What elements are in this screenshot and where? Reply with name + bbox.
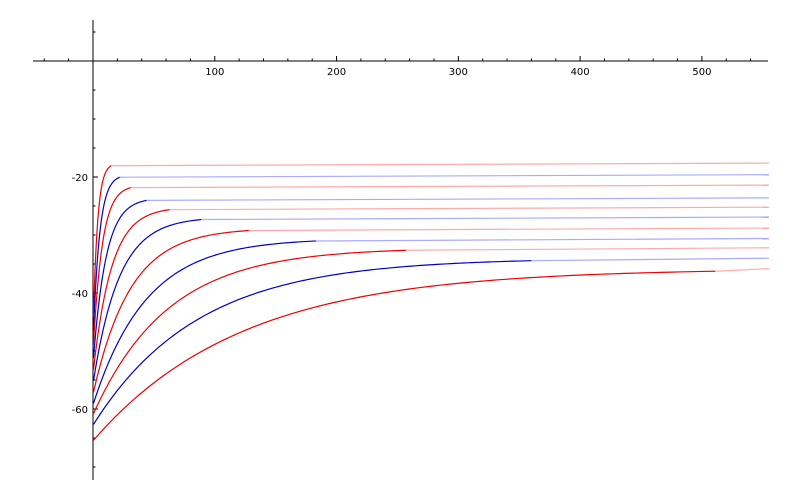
x-tick-label: 300 xyxy=(449,67,468,78)
series-lines xyxy=(92,162,769,441)
series-plateau-1 xyxy=(111,162,769,167)
series-plateau-10 xyxy=(531,257,769,262)
series-plateau-7 xyxy=(248,227,769,232)
series-curve-2 xyxy=(92,176,121,332)
series-plateau-9 xyxy=(405,247,769,251)
ticks: 100 200 300 400 500 -20 -40 -60 xyxy=(43,31,752,468)
series-plateau-3 xyxy=(130,184,769,189)
series-curve-7 xyxy=(92,229,249,393)
y-tick-label: -40 xyxy=(72,289,88,300)
series-plateau-2 xyxy=(119,174,769,178)
x-tick-label: 200 xyxy=(327,67,346,78)
axes xyxy=(33,20,768,480)
x-tick-label: 100 xyxy=(205,67,224,78)
series-plateau-11 xyxy=(715,268,769,272)
series-curve-5 xyxy=(92,209,170,370)
series-plateau-8 xyxy=(315,237,769,242)
y-tick-label: -60 xyxy=(72,405,88,416)
series-curve-10 xyxy=(92,260,532,425)
series-plateau-6 xyxy=(201,216,769,221)
series-curve-8 xyxy=(92,240,316,404)
series-plateau-4 xyxy=(146,197,769,201)
x-tick-label: 500 xyxy=(692,67,711,78)
series-curve-11 xyxy=(93,270,716,441)
series-curve-3 xyxy=(92,187,131,346)
x-tick-label: 400 xyxy=(571,67,590,78)
y-tick-label: -20 xyxy=(72,173,88,184)
series-curve-1 xyxy=(92,165,112,317)
series-plateau-5 xyxy=(169,206,769,211)
series-curve-4 xyxy=(92,199,147,359)
series-curve-6 xyxy=(92,218,202,382)
series-curve-9 xyxy=(92,249,406,414)
